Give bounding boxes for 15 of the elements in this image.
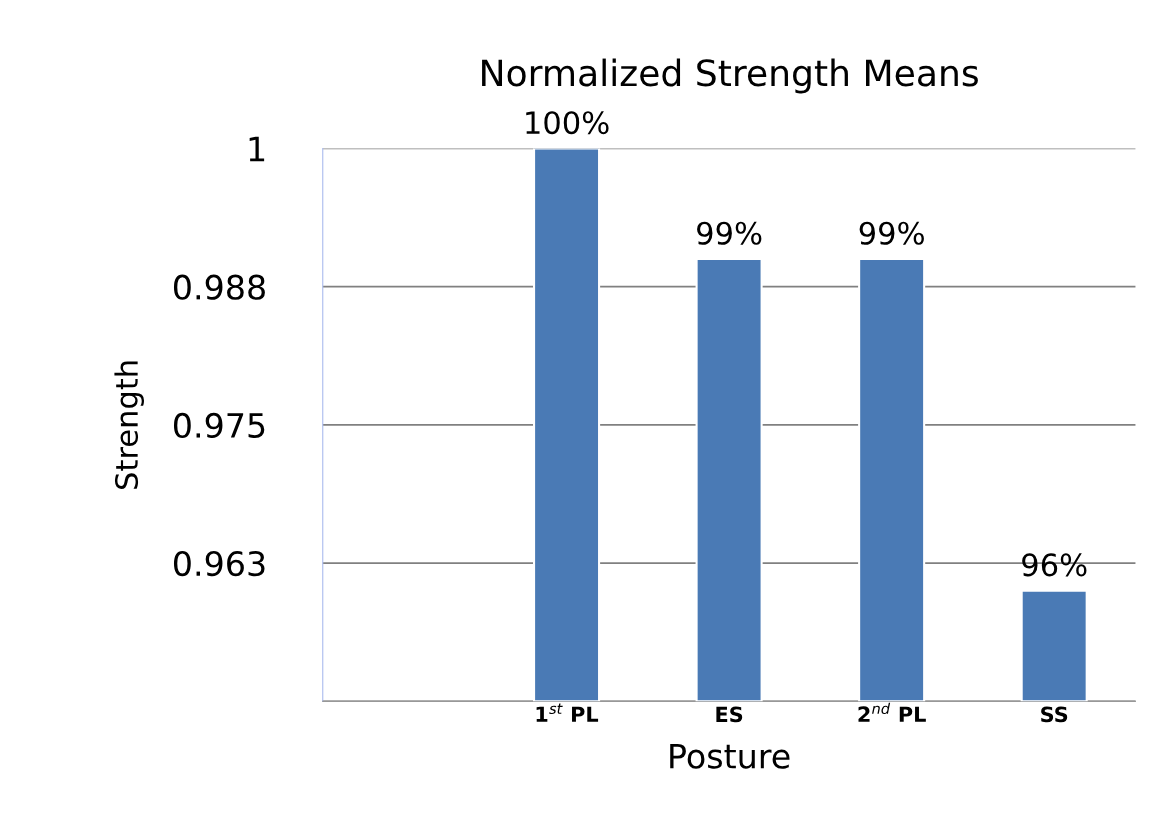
data-label: 99% bbox=[697, 221, 762, 245]
data-label: 99% bbox=[859, 221, 924, 245]
y-axis-title: Strength bbox=[114, 361, 144, 489]
y-tick-label: 0.963 bbox=[173, 550, 265, 577]
x-tick-label: 2$^{nd}$ PL bbox=[858, 702, 926, 722]
x-tick-label: ES bbox=[716, 706, 743, 723]
x-axis-title: Posture bbox=[670, 743, 790, 769]
x-tick-label: SS bbox=[1041, 706, 1068, 723]
y-tick-label: 1 bbox=[249, 136, 265, 162]
y-tick-label: 0.988 bbox=[173, 274, 265, 300]
y-tick-label: 0.975 bbox=[173, 412, 265, 439]
chart-title: Normalized Strength Means bbox=[482, 58, 978, 94]
data-label: 96% bbox=[1022, 553, 1087, 577]
data-label: 100% bbox=[526, 111, 609, 135]
x-tick-label: 1$^{st}$ PL bbox=[536, 703, 599, 722]
